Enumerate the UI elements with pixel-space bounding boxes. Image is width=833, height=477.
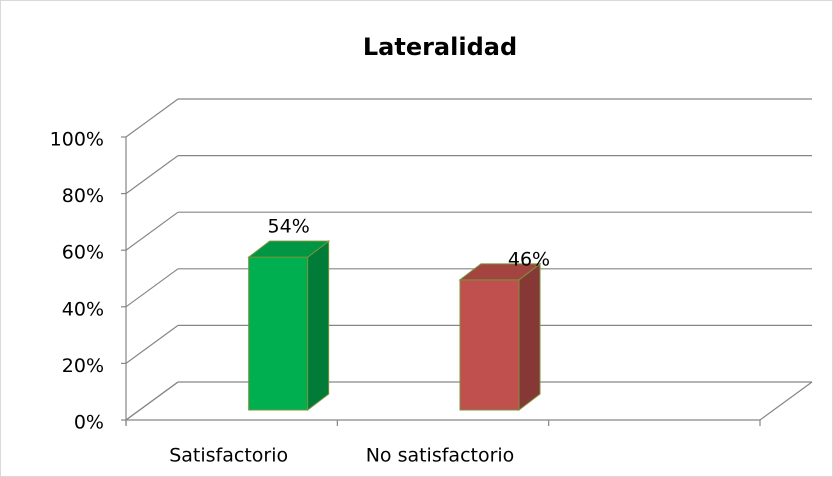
data-label: 46% bbox=[508, 248, 550, 270]
side-grid-line bbox=[125, 98, 179, 138]
y-tick-label: 20% bbox=[62, 355, 104, 377]
side-grid-line bbox=[125, 211, 179, 251]
y-tick-label: 60% bbox=[62, 242, 104, 264]
bar-front bbox=[459, 279, 520, 411]
x-tick-label: No satisfactorio bbox=[366, 445, 515, 467]
floor-edge bbox=[759, 381, 813, 421]
y-tick-label: 0% bbox=[74, 412, 104, 434]
side-grid-line bbox=[125, 381, 179, 421]
side-grid-line bbox=[125, 268, 179, 308]
bar-side bbox=[518, 262, 541, 412]
side-grid-line bbox=[125, 324, 179, 364]
bar-front bbox=[248, 256, 309, 411]
data-label: 54% bbox=[268, 216, 310, 238]
side-grid-line bbox=[125, 155, 179, 195]
y-tick-label: 80% bbox=[62, 185, 104, 207]
y-tick-label: 40% bbox=[62, 298, 104, 320]
x-tick-label: Satisfactorio bbox=[169, 445, 288, 467]
y-tick-label: 100% bbox=[50, 129, 104, 151]
bar-top bbox=[458, 263, 542, 281]
bar-side bbox=[307, 240, 330, 412]
bar-top bbox=[247, 240, 331, 258]
chart-title: Lateralidad bbox=[363, 33, 517, 61]
